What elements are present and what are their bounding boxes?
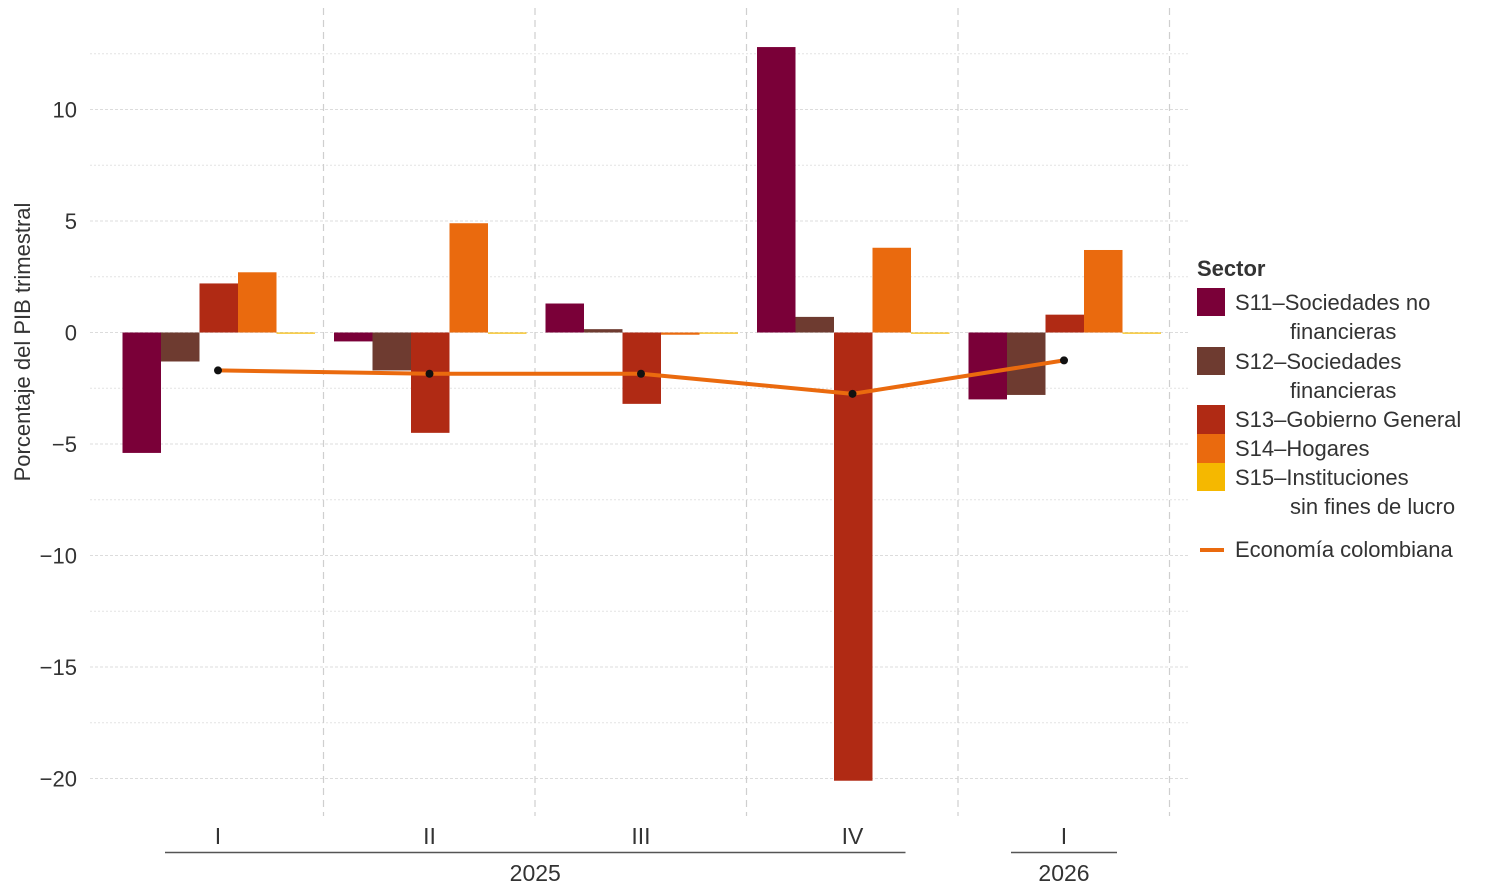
- line-point: [214, 366, 222, 375]
- bar: [411, 332, 450, 433]
- legend: Sector S11–Sociedades no financieras S12–So…: [1197, 256, 1461, 562]
- bar: [545, 303, 584, 333]
- y-tick-label: 0: [65, 321, 77, 346]
- x-tick-label: II: [423, 823, 436, 849]
- line-point: [637, 369, 645, 378]
- legend-swatch: [1197, 288, 1225, 316]
- bar: [449, 223, 488, 333]
- bar: [488, 332, 527, 334]
- x-tick-label: III: [631, 823, 650, 849]
- bar: [584, 329, 623, 333]
- legend-line-label: Economía colombiana: [1235, 537, 1453, 562]
- y-tick-label: −5: [52, 432, 77, 457]
- legend-label: S14–Hogares: [1235, 436, 1370, 461]
- bar: [699, 332, 738, 334]
- y-tick-label: −10: [40, 544, 77, 569]
- line-point: [1060, 356, 1068, 365]
- bar: [161, 332, 200, 362]
- year-label: 2025: [510, 860, 561, 884]
- legend-label: financieras: [1290, 319, 1396, 344]
- line-point: [848, 389, 857, 398]
- bar: [334, 332, 373, 342]
- x-tick-label: I: [215, 823, 221, 849]
- bar: [622, 332, 661, 404]
- y-tick-label: −20: [40, 767, 77, 792]
- legend-label: S12–Sociedades: [1235, 349, 1401, 374]
- legend-swatch: [1197, 405, 1225, 434]
- bar: [276, 332, 315, 334]
- bar: [834, 332, 873, 781]
- bar: [199, 283, 238, 333]
- bar: [911, 332, 950, 334]
- y-axis-label: Porcentaje del PIB trimestral: [10, 203, 35, 482]
- legend-label: financieras: [1290, 378, 1396, 403]
- bar: [968, 332, 1007, 400]
- legend-label: S15–Instituciones: [1235, 465, 1409, 490]
- legend-label: S13–Gobierno General: [1235, 407, 1461, 432]
- y-tick-label: −15: [40, 655, 77, 680]
- legend-swatch: [1197, 347, 1225, 375]
- legend-title: Sector: [1197, 256, 1266, 281]
- bar: [1122, 332, 1161, 334]
- bar: [757, 47, 796, 333]
- bar: [872, 247, 911, 333]
- line-point: [425, 369, 434, 378]
- bar: [238, 272, 277, 333]
- legend-swatch: [1197, 463, 1225, 491]
- legend-label: sin fines de lucro: [1290, 494, 1455, 519]
- y-tick-label: 5: [65, 209, 77, 234]
- bar: [795, 316, 834, 333]
- bar: [122, 332, 161, 453]
- bar: [1045, 314, 1084, 333]
- year-label: 2026: [1038, 860, 1089, 884]
- x-tick-label: IV: [842, 823, 864, 849]
- y-tick-label: 10: [53, 98, 77, 123]
- legend-label: S11–Sociedades no: [1235, 290, 1430, 315]
- legend-swatch: [1197, 434, 1225, 463]
- bar: [1084, 249, 1123, 333]
- line-series: [214, 356, 1068, 398]
- grid: [90, 8, 1190, 816]
- bar: [372, 332, 411, 371]
- bar: [661, 332, 700, 335]
- x-tick-label: I: [1061, 823, 1067, 849]
- bars: [122, 47, 1161, 781]
